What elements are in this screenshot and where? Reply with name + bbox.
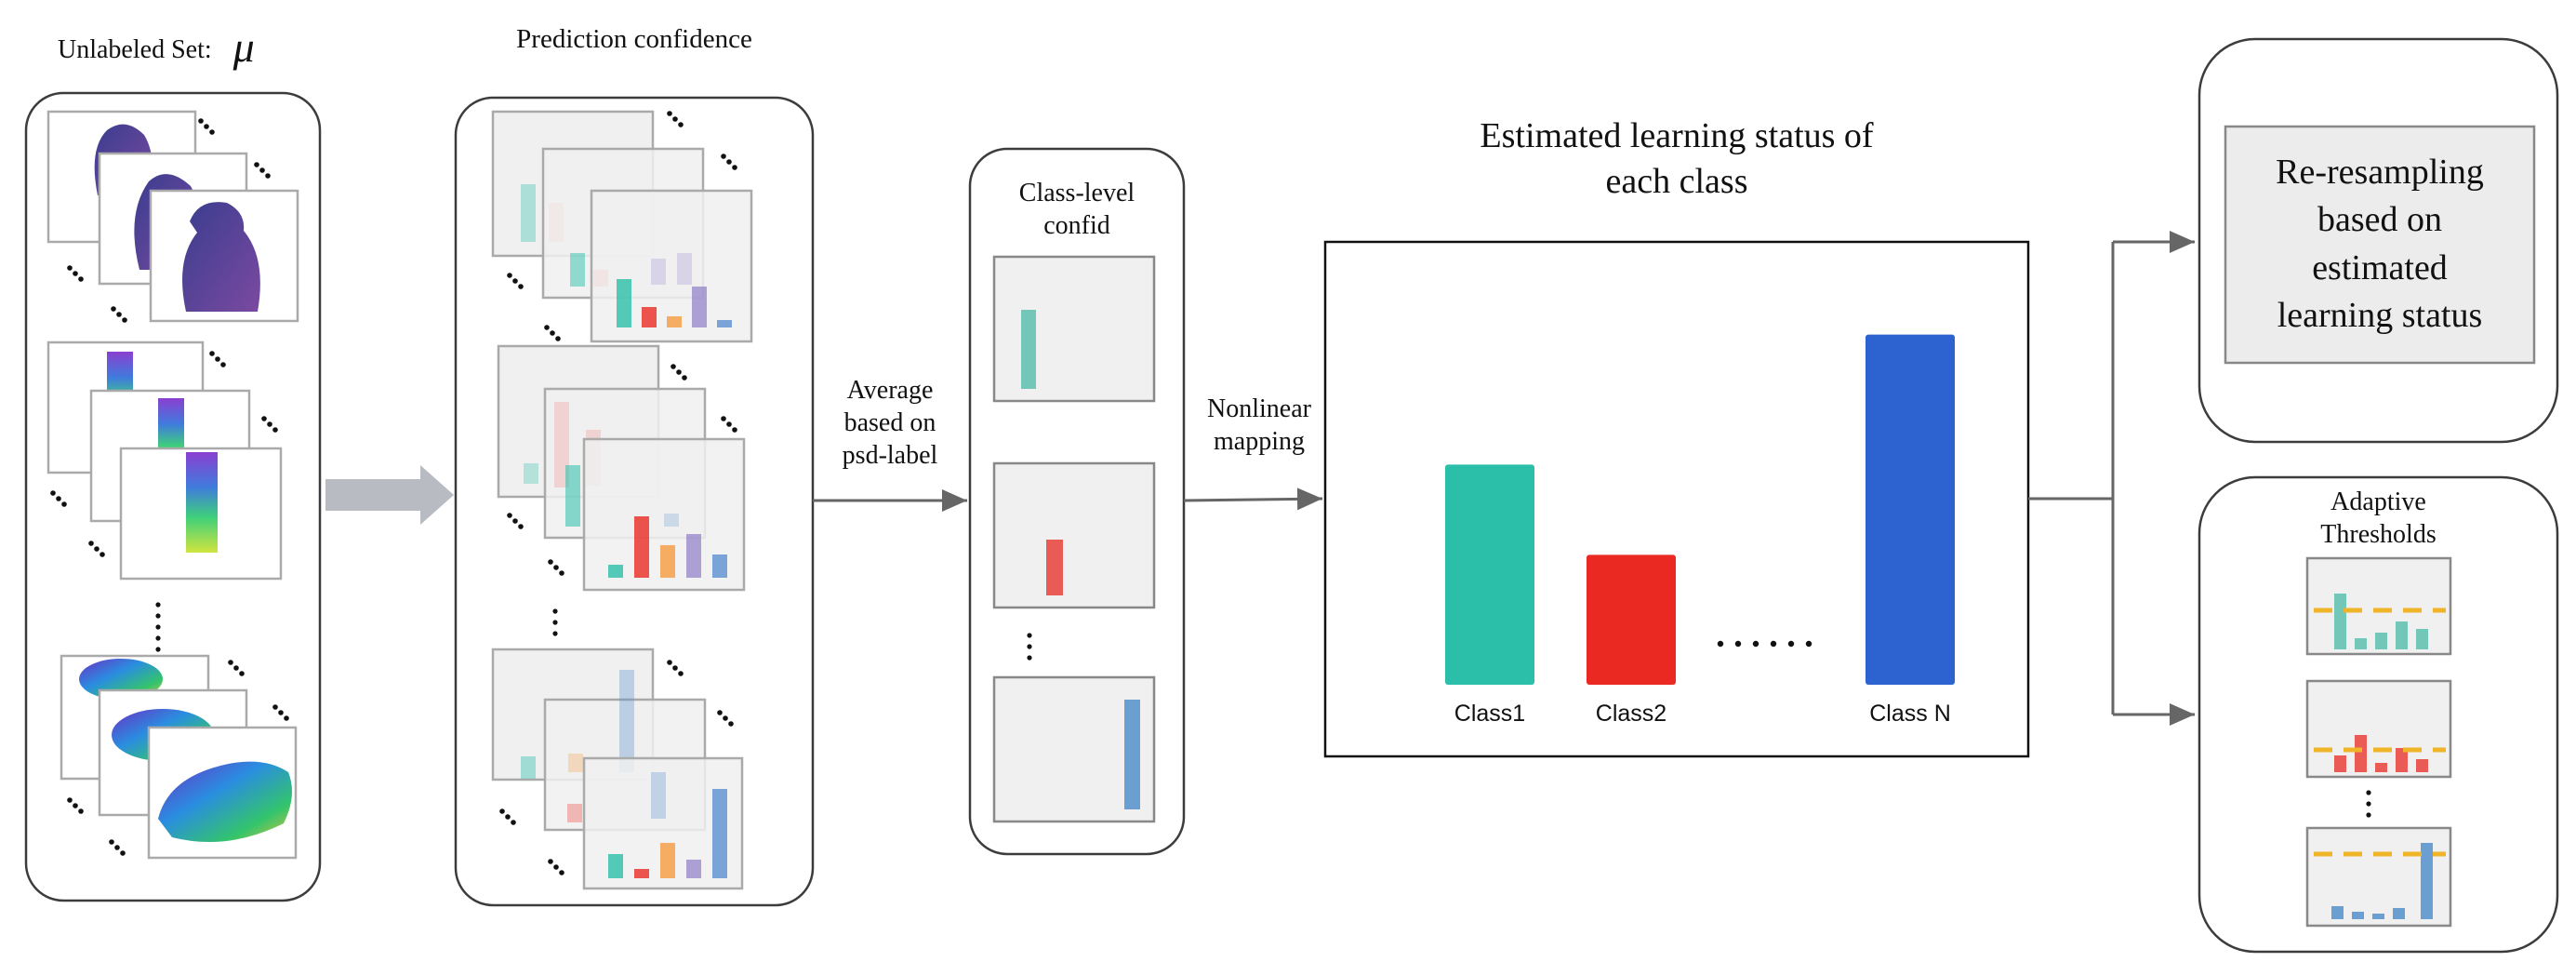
adaptive-line-2: Thresholds — [2320, 520, 2437, 549]
learning-status-bars — [1445, 334, 1955, 685]
learning-status-title-line-2: each class — [1605, 162, 1748, 202]
resampling-line-4: learning status — [2277, 295, 2483, 335]
resampling-line-3: estimated — [2312, 247, 2448, 287]
class-level-line-1: Class-level — [1018, 179, 1135, 207]
chart-ellipsis-dots — [1717, 640, 1812, 648]
learning-status-title: Estimated learning status of each class — [1330, 114, 2024, 206]
status-bar-3 — [1866, 334, 1955, 685]
car-point-cloud-icon — [158, 761, 292, 842]
big-flow-arrow — [325, 465, 454, 525]
sample-image-stack-figurine — [46, 110, 299, 323]
chart-ellipsis-dot — [1787, 640, 1795, 648]
class-level-line-2: confid — [1043, 211, 1110, 240]
arrow-nonlinear — [1183, 488, 1323, 511]
vertical-ellipsis-icon — [1027, 633, 1032, 661]
mu-symbol: μ — [232, 23, 255, 71]
threshold-chart-3 — [2305, 826, 2452, 928]
class-confid-box-1 — [992, 255, 1156, 403]
threshold-chart-2 — [2305, 679, 2452, 779]
adaptive-line-1: Adaptive — [2330, 488, 2426, 516]
resampling-text: Re-resampling based on estimated learnin… — [2225, 149, 2534, 340]
vertical-ellipsis-icon — [155, 602, 161, 652]
resampling-line-2: based on — [2317, 200, 2443, 240]
class-confid-box-2 — [992, 461, 1156, 609]
average-line-3: psd-label — [842, 441, 938, 470]
stack-ellipsis-dots — [50, 118, 289, 856]
chart-ellipsis-dot — [1734, 640, 1742, 648]
nonlinear-line-1: Nonlinear — [1207, 394, 1311, 423]
vertical-ellipsis-icon — [552, 608, 558, 636]
class-level-title: Class-level confid — [970, 177, 1184, 242]
confidence-histogram-stack-1 — [491, 110, 753, 343]
confidence-histogram-stack-2 — [497, 344, 746, 592]
shelf-point-cloud-icon — [186, 452, 218, 553]
sample-image-stack-shelf — [46, 341, 283, 581]
chart-ellipsis-dot — [1717, 640, 1724, 648]
average-line-2: based on — [843, 408, 936, 437]
unlabeled-set-text: Unlabeled Set: — [58, 35, 212, 64]
branch-connector — [2028, 231, 2195, 726]
status-bar-2 — [1587, 554, 1676, 685]
learning-status-title-line-1: Estimated learning status of — [1480, 116, 1874, 155]
stack-ellipsis-dots — [499, 111, 737, 875]
resampling-box — [2224, 125, 2536, 365]
nonlinear-line-2: mapping — [1214, 427, 1305, 456]
chart-ellipsis-dot — [1752, 640, 1759, 648]
class-label-1: Class1 — [1454, 701, 1526, 727]
confidence-histogram-stack-3 — [491, 648, 744, 890]
status-bar-1 — [1445, 464, 1534, 685]
sample-image-stack-car — [60, 654, 298, 860]
threshold-chart-1 — [2305, 556, 2452, 656]
chart-ellipsis-dot — [1805, 640, 1812, 648]
figurine-point-cloud-icon — [182, 202, 260, 312]
class-label-2: Class2 — [1595, 701, 1667, 727]
chart-ellipsis-dot — [1770, 640, 1777, 648]
prediction-confidence-title: Prediction confidence — [516, 24, 752, 54]
average-line-1: Average — [846, 376, 934, 405]
nonlinear-arrow-label: Nonlinear mapping — [1183, 393, 1335, 458]
vertical-ellipsis-icon — [2366, 790, 2371, 818]
adaptive-thresholds-title: Adaptive Thresholds — [2199, 486, 2557, 551]
class-label-3: Class N — [1869, 701, 1951, 727]
resampling-line-1: Re-resampling — [2276, 153, 2484, 192]
average-arrow-label: Average based on psd-label — [811, 374, 969, 472]
unlabeled-set-label: Unlabeled Set: μ — [58, 20, 255, 74]
